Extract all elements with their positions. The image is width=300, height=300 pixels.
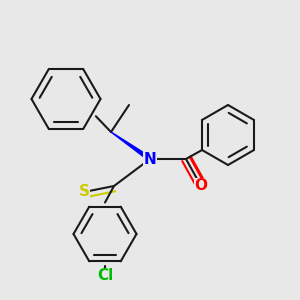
Text: S: S: [79, 184, 89, 200]
Text: N: N: [144, 152, 156, 166]
Polygon shape: [111, 132, 152, 160]
Text: O: O: [194, 178, 208, 194]
Text: Cl: Cl: [97, 268, 113, 284]
